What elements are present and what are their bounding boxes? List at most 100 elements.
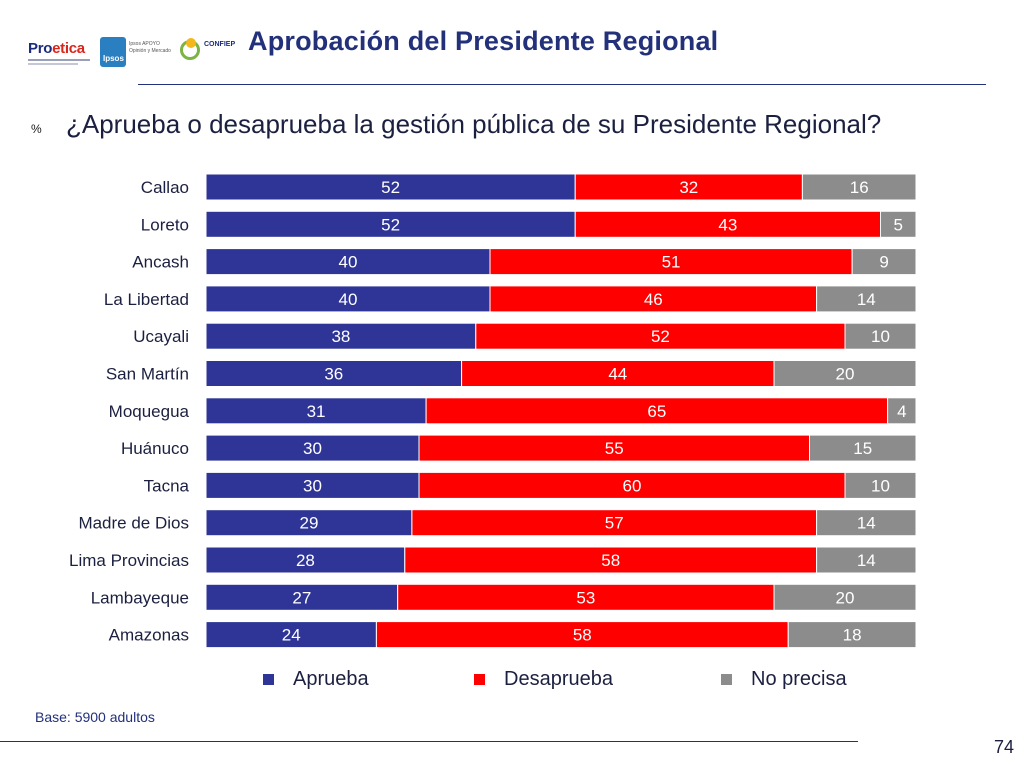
value-label-tacna-no-precisa: 10	[871, 476, 890, 495]
bar-madre-de-dios-desaprueba	[411, 509, 818, 537]
bar-ancash-no-precisa	[851, 248, 917, 276]
category-label-ucayali: Ucayali	[133, 327, 189, 346]
bar-moquegua-desaprueba	[425, 397, 889, 425]
bar-san-martin-aprueba	[205, 360, 463, 387]
bar-lima-provincias-aprueba	[205, 546, 406, 574]
category-label-loreto: Loreto	[141, 215, 189, 234]
value-label-madre-de-dios-aprueba: 29	[299, 514, 318, 533]
value-label-lambayeque-no-precisa: 20	[836, 588, 855, 607]
category-label-lambayeque: Lambayeque	[91, 588, 189, 607]
bar-tacna-no-precisa	[844, 471, 917, 499]
bar-ucayali-no-precisa	[844, 322, 917, 350]
value-label-loreto-desaprueba: 43	[718, 215, 737, 234]
proetica-logo: Proetica	[26, 34, 96, 70]
value-label-ancash-aprueba: 40	[339, 253, 358, 272]
value-label-amazonas-aprueba: 24	[282, 626, 301, 645]
page-title: Aprobación del Presidente Regional	[248, 26, 719, 56]
bar-callao-desaprueba	[574, 173, 803, 201]
bar-huanuco-no-precisa	[809, 434, 917, 462]
value-label-loreto-aprueba: 52	[381, 215, 400, 234]
category-label-amazonas: Amazonas	[109, 626, 189, 645]
bar-callao-no-precisa	[801, 173, 917, 201]
legend-label-desaprueba: Desaprueba	[504, 668, 613, 690]
bar-lambayeque-desaprueba	[397, 583, 775, 611]
value-label-la-libertad-aprueba: 40	[339, 290, 358, 309]
stacked-bar-chart: Callao 52 32 16 Loreto 52 43 5 Ancash 40 51 9 La Lib…	[69, 173, 917, 649]
value-label-amazonas-no-precisa: 18	[843, 626, 862, 645]
bar-amazonas-aprueba	[205, 621, 377, 649]
value-label-lima-provincias-no-precisa: 14	[857, 551, 876, 570]
category-label-la-libertad: La Libertad	[104, 290, 189, 309]
bar-tacna-aprueba	[205, 471, 420, 499]
value-label-madre-de-dios-desaprueba: 57	[605, 514, 624, 533]
bar-amazonas-no-precisa	[787, 621, 917, 649]
category-label-moquegua: Moquegua	[109, 402, 190, 421]
bar-ancash-desaprueba	[489, 248, 853, 276]
category-label-san-martin: San Martín	[106, 365, 189, 384]
legend-item-no-precisa: No precisa	[721, 668, 847, 691]
value-label-ucayali-no-precisa: 10	[871, 327, 890, 346]
sample-base-note: Base: 5900 adultos	[35, 709, 155, 725]
value-label-huanuco-aprueba: 30	[303, 439, 322, 458]
bar-ucayali-desaprueba	[475, 322, 846, 350]
unit-label: %	[31, 122, 42, 136]
value-label-amazonas-desaprueba: 58	[573, 626, 592, 645]
bar-ancash-aprueba	[205, 248, 491, 276]
bar-madre-de-dios-aprueba	[205, 509, 413, 537]
logo-strip: Proetica Ipsos Ipsos APOYO Opinión y Mer…	[26, 34, 240, 70]
bar-loreto-no-precisa	[880, 210, 917, 238]
title-divider	[138, 84, 986, 85]
value-label-loreto-no-precisa: 5	[894, 215, 903, 234]
value-label-lima-provincias-desaprueba: 58	[601, 551, 620, 570]
confiep-logo: CONFIEP	[180, 36, 240, 66]
value-label-callao-desaprueba: 32	[679, 178, 698, 197]
legend-swatch-desaprueba	[474, 674, 485, 685]
value-label-san-martin-aprueba: 36	[324, 365, 343, 384]
value-label-lambayeque-desaprueba: 53	[576, 588, 595, 607]
bar-loreto-desaprueba	[574, 210, 881, 238]
bar-amazonas-desaprueba	[375, 621, 789, 649]
value-label-madre-de-dios-no-precisa: 14	[857, 514, 876, 533]
bar-lima-provincias-no-precisa	[816, 546, 917, 574]
value-label-lima-provincias-aprueba: 28	[296, 551, 315, 570]
value-label-ancash-desaprueba: 51	[662, 253, 681, 272]
legend-item-aprueba: Aprueba	[263, 668, 369, 691]
value-label-moquegua-no-precisa: 4	[897, 402, 906, 421]
value-label-tacna-aprueba: 30	[303, 476, 322, 495]
value-label-tacna-desaprueba: 60	[623, 476, 642, 495]
value-label-san-martin-no-precisa: 20	[836, 365, 855, 384]
bar-moquegua-no-precisa	[887, 397, 917, 425]
bar-huanuco-desaprueba	[418, 434, 810, 462]
bar-moquegua-aprueba	[205, 397, 427, 425]
value-label-ucayali-aprueba: 38	[331, 327, 350, 346]
bar-callao-aprueba	[205, 173, 576, 201]
category-label-ancash: Ancash	[132, 253, 189, 272]
bar-san-martin-desaprueba	[461, 360, 775, 387]
survey-question: ¿Aprueba o desaprueba la gestión pública…	[66, 109, 882, 139]
bar-lambayeque-no-precisa	[773, 583, 917, 611]
bar-huanuco-aprueba	[205, 434, 420, 462]
legend-swatch-aprueba	[263, 674, 274, 685]
category-label-madre-de-dios: Madre de Dios	[78, 514, 189, 533]
bar-lambayeque-aprueba	[205, 583, 399, 611]
legend-label-no-precisa: No precisa	[751, 668, 847, 690]
value-label-moquegua-desaprueba: 65	[647, 402, 666, 421]
ipsos-caption: Ipsos APOYO Opinión y Mercado	[129, 41, 171, 54]
category-label-tacna: Tacna	[144, 476, 190, 495]
bar-ucayali-aprueba	[205, 322, 477, 350]
value-label-ancash-no-precisa: 9	[879, 253, 888, 272]
value-label-la-libertad-desaprueba: 46	[644, 290, 663, 309]
chart-legend: Aprueba Desaprueba No precisa	[0, 668, 1024, 696]
footer-divider	[0, 741, 858, 742]
value-label-callao-aprueba: 52	[381, 178, 400, 197]
category-label-lima-provincias: Lima Provincias	[69, 551, 189, 570]
legend-label-aprueba: Aprueba	[293, 668, 369, 690]
legend-item-desaprueba: Desaprueba	[474, 668, 613, 691]
value-label-callao-no-precisa: 16	[850, 178, 869, 197]
value-label-huanuco-desaprueba: 55	[605, 439, 624, 458]
bar-san-martin-no-precisa	[773, 360, 917, 387]
value-label-lambayeque-aprueba: 27	[292, 588, 311, 607]
legend-swatch-no-precisa	[721, 674, 732, 685]
value-label-la-libertad-no-precisa: 14	[857, 290, 876, 309]
bar-madre-de-dios-no-precisa	[816, 509, 917, 537]
